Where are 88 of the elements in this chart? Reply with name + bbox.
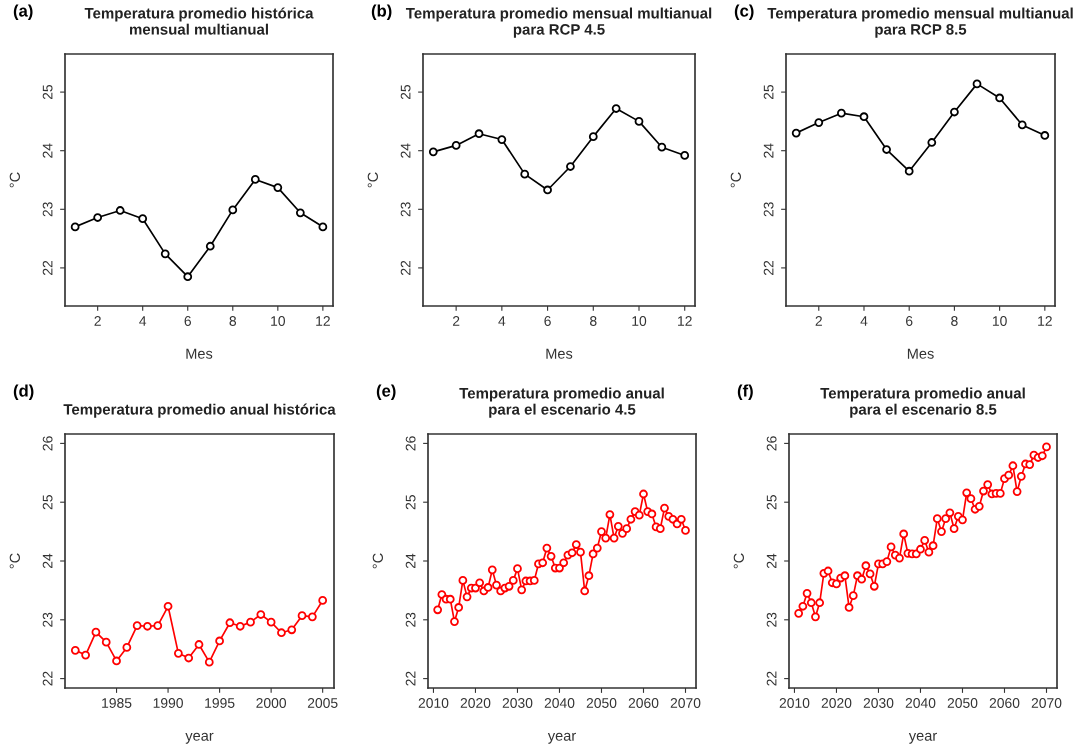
y-tick-label: 22 [405, 671, 416, 686]
chart-title: Temperatura promedio anual histórica [63, 403, 336, 418]
y-axis-title: °C [372, 553, 383, 569]
chart-title: Temperatura promedio histórica mensual multianual [84, 7, 314, 35]
x-tick-label: 2050 [947, 698, 978, 708]
y-axis-title: °C [733, 553, 744, 569]
x-tick-label: 2010 [779, 698, 810, 708]
x-tick-label: 6 [184, 316, 191, 326]
x-tick-label: 12 [1038, 316, 1052, 326]
x-tick-label: 2 [94, 316, 101, 326]
y-tick-label: 25 [42, 495, 53, 510]
y-tick-label: 26 [766, 436, 777, 451]
y-tick-label: 23 [42, 612, 53, 627]
text: (e) [376, 384, 396, 400]
y-tick-label: 24 [763, 143, 774, 158]
text: (d) [13, 384, 34, 400]
x-tick-label: 6 [906, 316, 913, 326]
y-tick-label: 25 [766, 495, 777, 510]
y-tick-label: 22 [400, 260, 411, 275]
x-tick-label: 8 [229, 316, 237, 326]
y-tick-label: 25 [405, 495, 416, 510]
x-tick-label: 2010 [418, 698, 449, 708]
x-axis-title: Mes [907, 348, 934, 359]
x-tick-label: 12 [316, 316, 330, 326]
text: (f) [737, 384, 753, 400]
y-axis-title: °C [367, 172, 378, 188]
x-tick-label: 2030 [502, 698, 533, 708]
y-tick-label: 24 [42, 553, 53, 569]
x-tick-label: 2070 [670, 698, 701, 708]
x-tick-label: 12 [678, 316, 692, 326]
x-tick-label: 6 [544, 316, 551, 326]
y-tick-label: 24 [42, 143, 53, 158]
x-tick-label: 2040 [544, 698, 575, 708]
y-tick-label: 24 [405, 553, 416, 569]
y-tick-label: 25 [400, 84, 411, 100]
x-tick-label: 2000 [256, 698, 287, 708]
x-tick-label: 4 [139, 316, 147, 326]
y-tick-label: 22 [763, 260, 774, 275]
x-tick-label: 1990 [153, 698, 183, 708]
y-tick-label: 22 [42, 671, 53, 686]
y-tick-label: 26 [405, 436, 416, 451]
text: (c) [734, 4, 754, 20]
x-tick-label: 2 [452, 316, 460, 326]
x-axis-title: year [908, 732, 937, 744]
x-axis-title: year [185, 732, 214, 744]
chart-title: Temperatura promedio anual para el escenario 8.5 [820, 387, 1025, 418]
chart-title: Temperatura promedio mensual multianual para RCP 4.5 [405, 7, 712, 38]
y-tick-label: 23 [405, 612, 416, 627]
x-axis-title: year [547, 732, 576, 744]
x-tick-label: 8 [590, 316, 597, 326]
x-tick-label: 2 [815, 316, 822, 326]
y-tick-label: 26 [42, 436, 53, 451]
x-axis-title: Mes [186, 348, 213, 359]
y-tick-label: 24 [400, 143, 411, 158]
x-tick-label: 2040 [905, 698, 936, 708]
y-tick-label: 23 [763, 202, 774, 217]
y-axis-title: °C [730, 172, 741, 188]
x-tick-label: 2020 [460, 698, 491, 708]
x-tick-label: 2005 [307, 698, 338, 708]
x-tick-label: 10 [632, 316, 647, 326]
y-tick-label: 22 [42, 260, 53, 275]
y-tick-label: 23 [400, 202, 411, 217]
x-tick-label: 2050 [586, 698, 617, 708]
x-tick-label: 2030 [863, 698, 894, 708]
x-tick-label: 4 [860, 316, 868, 326]
y-tick-label: 23 [42, 202, 53, 217]
chart-title: Temperatura promedio mensual multianual para RCP 8.5 [767, 7, 1073, 38]
x-tick-label: 1995 [205, 698, 235, 708]
x-tick-label: 4 [498, 316, 506, 326]
x-tick-label: 1985 [102, 698, 132, 708]
x-tick-label: 10 [992, 316, 1007, 326]
text: (b) [371, 4, 392, 20]
y-tick-label: 23 [766, 612, 777, 627]
y-tick-label: 25 [42, 84, 53, 100]
x-tick-label: 8 [951, 316, 958, 326]
x-tick-label: 10 [271, 316, 286, 326]
x-tick-label: 2060 [628, 698, 659, 708]
y-tick-label: 22 [766, 671, 777, 686]
x-tick-label: 2060 [989, 698, 1020, 708]
x-tick-label: 2070 [1031, 698, 1062, 708]
y-tick-label: 24 [766, 553, 777, 569]
y-axis-title: °C [9, 172, 20, 188]
text: (a) [13, 4, 33, 20]
y-axis-title: °C [9, 553, 20, 569]
chart-title: Temperatura promedio anual para el escenario 4.5 [459, 387, 664, 418]
x-axis-title: Mes [546, 348, 573, 359]
x-tick-label: 2020 [821, 698, 852, 708]
y-tick-label: 25 [763, 84, 774, 100]
